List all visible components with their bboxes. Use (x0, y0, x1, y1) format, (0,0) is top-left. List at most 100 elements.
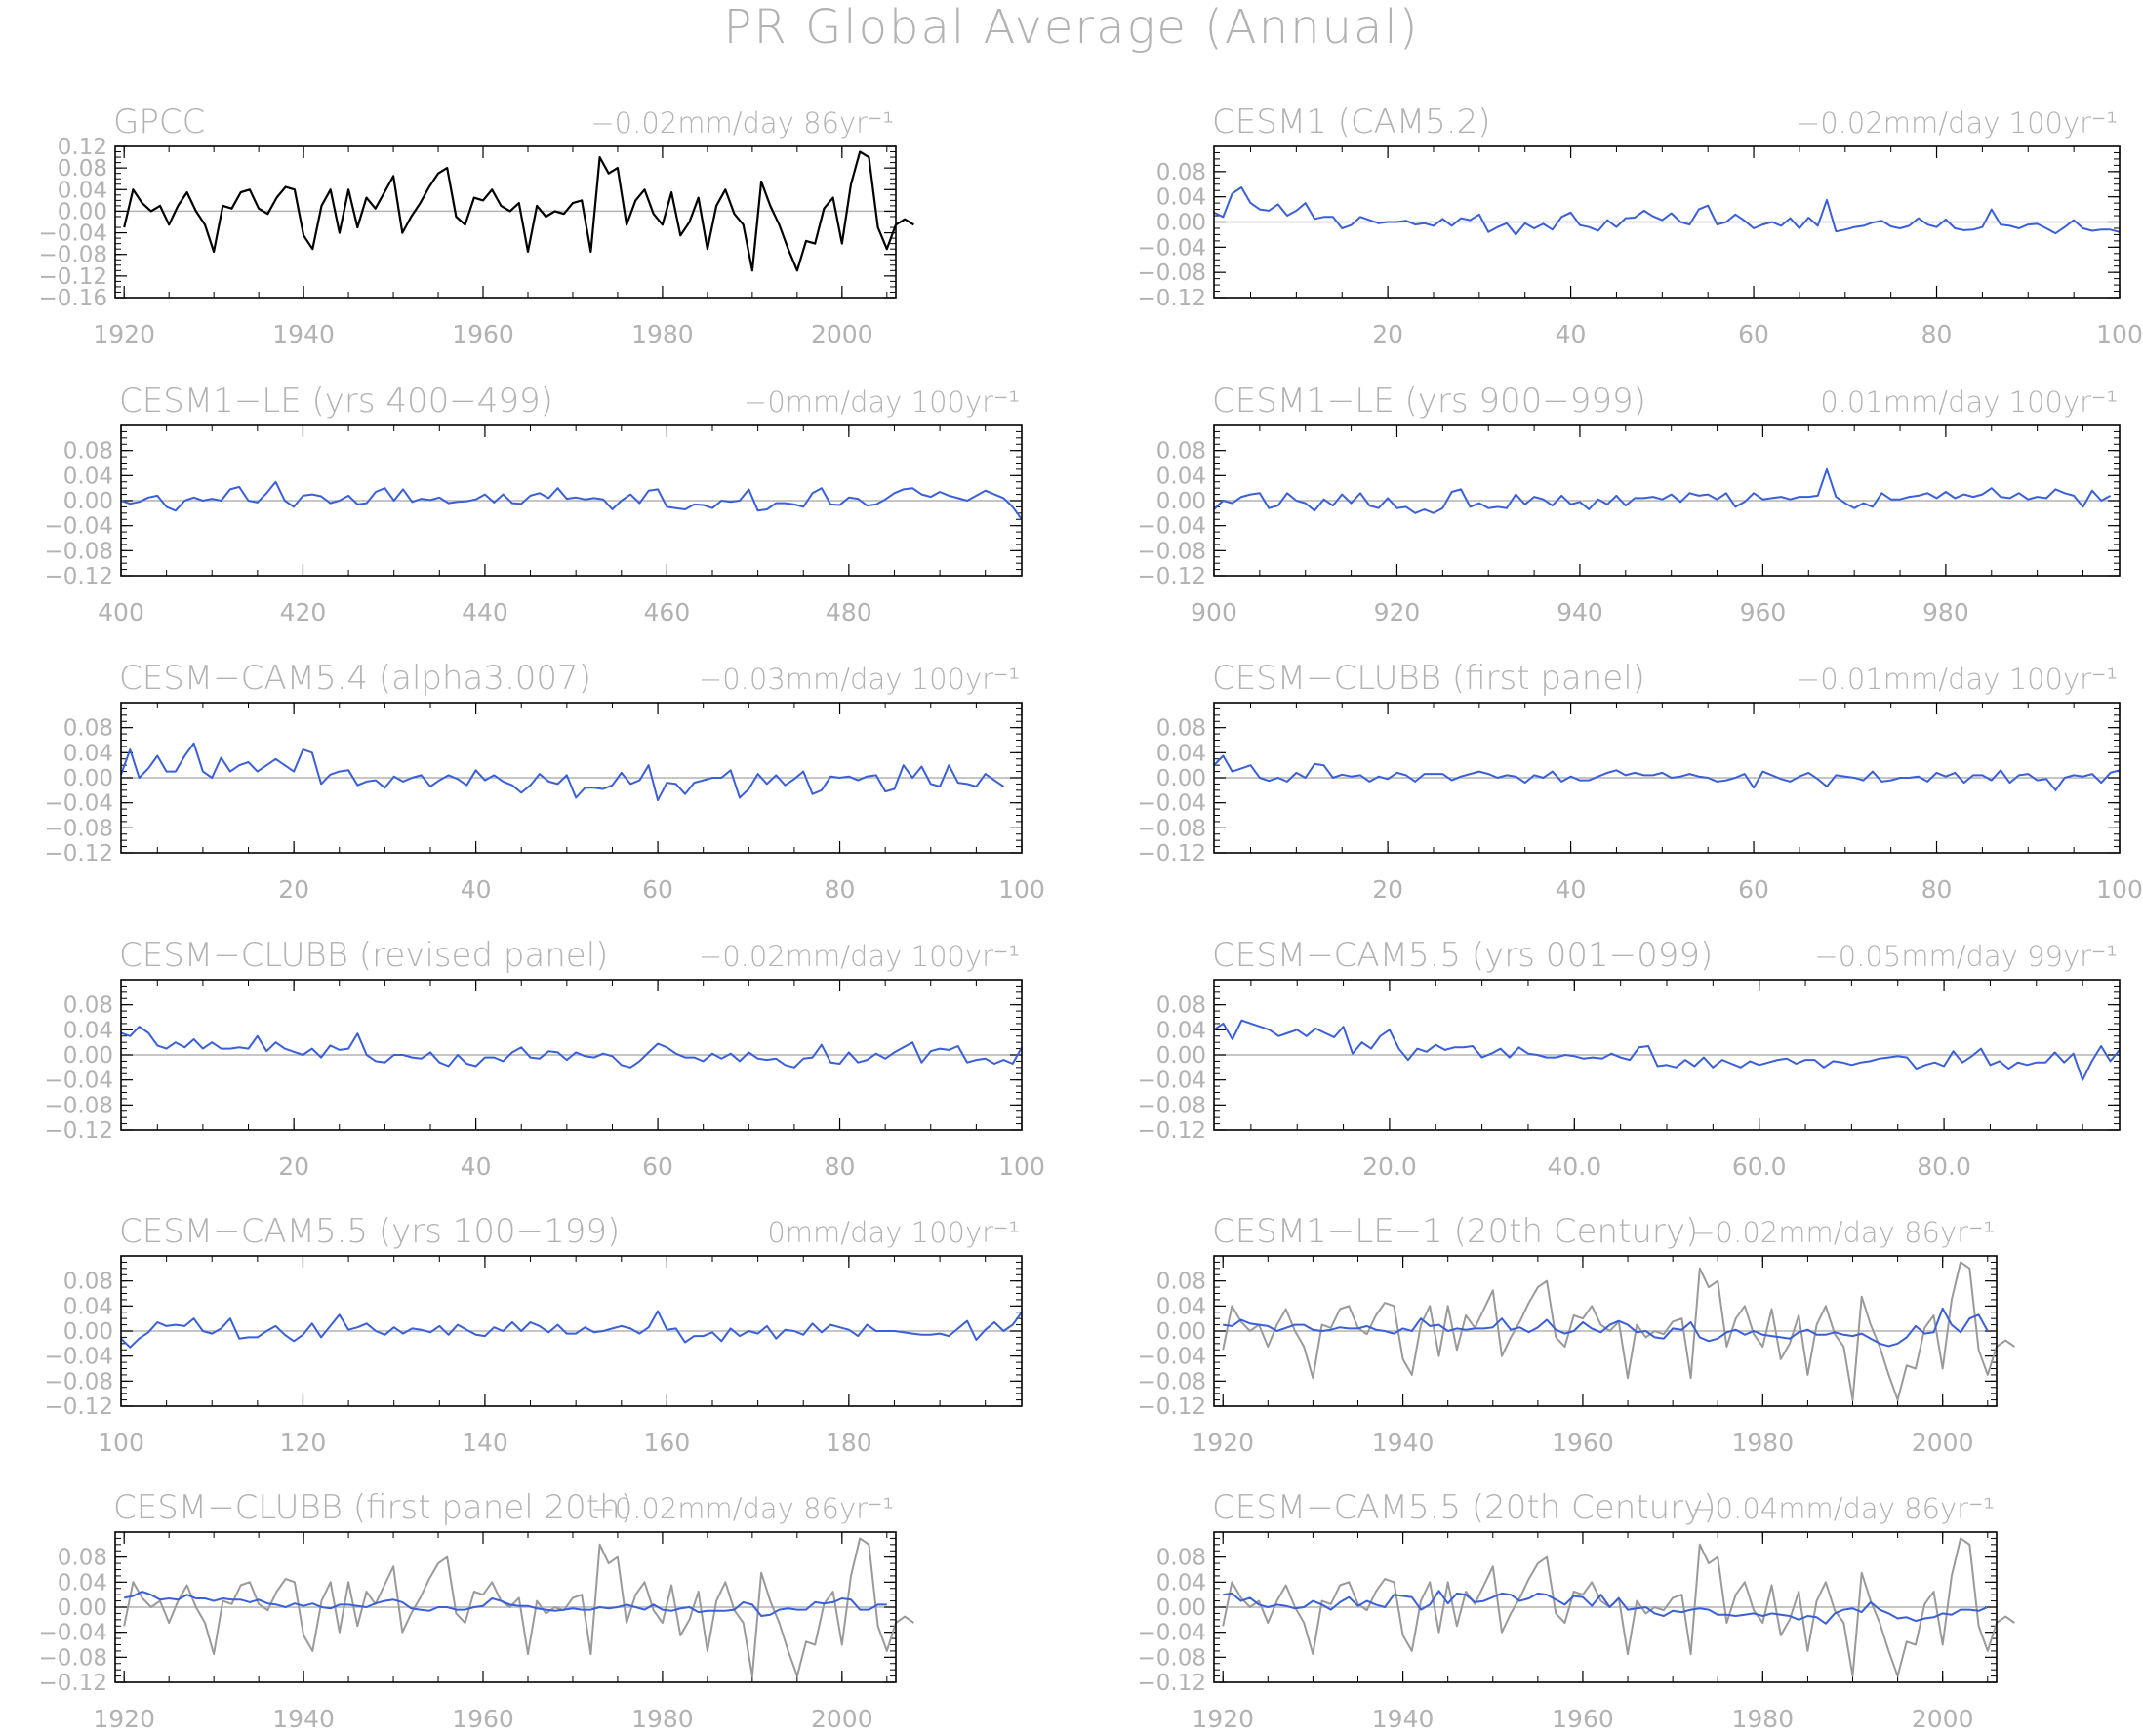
y-tick-label: 0.00 (1156, 1319, 1206, 1345)
panel-2: CESM1 (CAM5.2) −0.02mm/day 100yr⁻¹0.080.0… (1138, 102, 2143, 348)
panel-trend-label: −0.02mm/day 86yr⁻¹ (590, 106, 894, 140)
x-tick-label: 80 (825, 1152, 856, 1181)
y-tick-label: 0.08 (1156, 160, 1206, 185)
x-tick-label: 80 (1921, 875, 1953, 904)
x-tick-label: 180 (826, 1429, 872, 1457)
x-tick-label: 1960 (452, 1705, 514, 1733)
x-tick-label: 20 (278, 875, 309, 904)
y-tick-label: −0.12 (1138, 841, 1206, 867)
y-tick-label: −0.08 (1138, 1369, 1206, 1394)
y-tick-label: 0.00 (63, 489, 113, 514)
panel-title: GPCC (113, 102, 205, 141)
plot-frame (114, 1531, 897, 1683)
panel-8: CESM−CAM5.5 (yrs 001−099) −0.05mm/day 99y… (1138, 936, 2121, 1181)
panel-title: CESM−CLUBB (revised panel) (119, 936, 608, 975)
model-line (120, 742, 1004, 802)
x-tick-label: 420 (280, 598, 327, 626)
x-tick-label: 1940 (272, 1705, 335, 1733)
observed-line (123, 150, 914, 272)
model-line (120, 480, 1023, 520)
x-tick-label: 80 (1921, 320, 1953, 348)
y-tick-label: 0.08 (63, 716, 113, 742)
y-tick-label: −0.04 (39, 222, 107, 247)
x-tick-label: 80 (825, 875, 856, 904)
y-tick-label: −0.04 (39, 1621, 107, 1646)
model-line (120, 1310, 1023, 1349)
x-tick-label: 60 (1738, 320, 1769, 348)
panel-1: GPCC −0.02mm/day 86yr⁻¹0.120.080.040.00−0… (39, 102, 914, 348)
panel-10: CESM1−LE−1 (20th Century)−0.02mm/day 86y… (1138, 1212, 2015, 1457)
x-tick-label: 100 (998, 875, 1045, 904)
y-tick-label: −0.04 (45, 1069, 113, 1094)
x-tick-label: 2000 (811, 320, 873, 348)
panel-title: CESM−CAM5.5 (yrs 100−199) (119, 1212, 620, 1251)
x-tick-label: 60 (1738, 875, 1769, 904)
x-tick-label: 20 (1372, 875, 1403, 904)
y-tick-label: −0.04 (45, 514, 113, 540)
y-tick-label: 0.00 (1156, 489, 1206, 514)
y-tick-label: 0.00 (1156, 211, 1206, 236)
y-tick-label: −0.04 (1138, 235, 1206, 261)
x-tick-label: 1960 (1552, 1429, 1614, 1457)
y-tick-label: 0.04 (1156, 1018, 1206, 1043)
y-tick-label: 0.08 (1156, 1270, 1206, 1295)
x-tick-label: 960 (1740, 598, 1787, 626)
plot-frame (1213, 424, 2121, 577)
y-tick-label: −0.08 (1138, 1645, 1206, 1671)
y-tick-label: −0.12 (1138, 1118, 1206, 1144)
x-tick-label: 60.0 (1732, 1152, 1787, 1181)
y-tick-label: 0.04 (1156, 185, 1206, 211)
model-line (1223, 1307, 1989, 1348)
plot-frame (120, 702, 1023, 854)
panel-title: CESM−CAM5.5 (20th Century) (1212, 1488, 1717, 1527)
y-tick-label: −0.12 (45, 564, 113, 589)
x-tick-label: 100 (2096, 320, 2143, 348)
x-tick-label: 2000 (811, 1705, 873, 1733)
panel-trend-label: −0.02mm/day 100yr⁻¹ (1797, 106, 2118, 140)
x-tick-label: 1980 (1732, 1429, 1795, 1457)
x-tick-label: 40 (1556, 320, 1587, 348)
panel-title: CESM−CLUBB (first panel) (1212, 659, 1645, 698)
y-tick-label: −0.12 (45, 1394, 113, 1420)
panel-4: CESM1−LE (yrs 900−999) 0.01mm/day 100yr⁻¹… (1138, 382, 2121, 626)
panel-5: CESM−CAM5.4 (alpha3.007) −0.03mm/day 100y… (45, 659, 1045, 904)
x-tick-label: 80.0 (1917, 1152, 1971, 1181)
y-tick-label: 0.08 (1156, 1546, 1206, 1571)
model-line (123, 1591, 887, 1617)
panel-3: CESM1−LE (yrs 400−499) −0mm/day 100yr⁻¹ 0.… (45, 382, 1023, 626)
y-tick-label: 0.04 (63, 1018, 113, 1043)
y-tick-label: 0.08 (63, 439, 113, 464)
model-line (1213, 754, 2121, 791)
panel-11: CESM−CLUBB (first panel 20th)−0.02mm/day… (39, 1488, 914, 1733)
panel-trend-label: 0mm/day 100yr⁻¹ (767, 1216, 1020, 1249)
plot-frame (120, 979, 1023, 1131)
y-tick-label: −0.04 (45, 1345, 113, 1370)
panel-trend-label: −0mm/day 100yr⁻¹ (744, 385, 1020, 419)
y-tick-label: 0.00 (63, 1319, 113, 1345)
panel-title: CESM1−LE (yrs 900−999) (1212, 382, 1646, 421)
x-tick-label: 160 (644, 1429, 691, 1457)
y-tick-label: 0.08 (63, 993, 113, 1019)
panel-trend-label: −0.03mm/day 100yr⁻¹ (699, 663, 1020, 696)
y-tick-label: 0.12 (58, 135, 107, 160)
panel-trend-label: −0.02mm/day 86yr⁻¹ (1691, 1216, 1995, 1249)
y-tick-label: 0.04 (63, 464, 113, 489)
y-tick-label: 0.04 (63, 1294, 113, 1319)
y-tick-label: −0.12 (45, 841, 113, 867)
y-tick-label: 0.04 (63, 741, 113, 766)
x-tick-label: 1920 (1192, 1705, 1254, 1733)
y-tick-label: −0.08 (45, 816, 113, 841)
panel-title: CESM−CAM5.4 (alpha3.007) (119, 659, 591, 698)
x-tick-label: 140 (462, 1429, 508, 1457)
panel-trend-label: −0.02mm/day 86yr⁻¹ (590, 1492, 894, 1525)
y-tick-label: −0.04 (1138, 791, 1206, 817)
panel-9: CESM−CAM5.5 (yrs 100−199) 0mm/day 100yr⁻¹… (45, 1212, 1023, 1457)
model-line (1213, 467, 2112, 514)
x-tick-label: 100 (2096, 875, 2143, 904)
panel-trend-label: −0.02mm/day 100yr⁻¹ (699, 940, 1020, 973)
y-tick-label: 0.04 (1156, 1294, 1206, 1319)
x-tick-label: 1940 (1372, 1705, 1435, 1733)
x-tick-label: 980 (1922, 598, 1969, 626)
y-tick-label: −0.08 (39, 243, 107, 268)
y-tick-label: 0.00 (63, 1043, 113, 1069)
